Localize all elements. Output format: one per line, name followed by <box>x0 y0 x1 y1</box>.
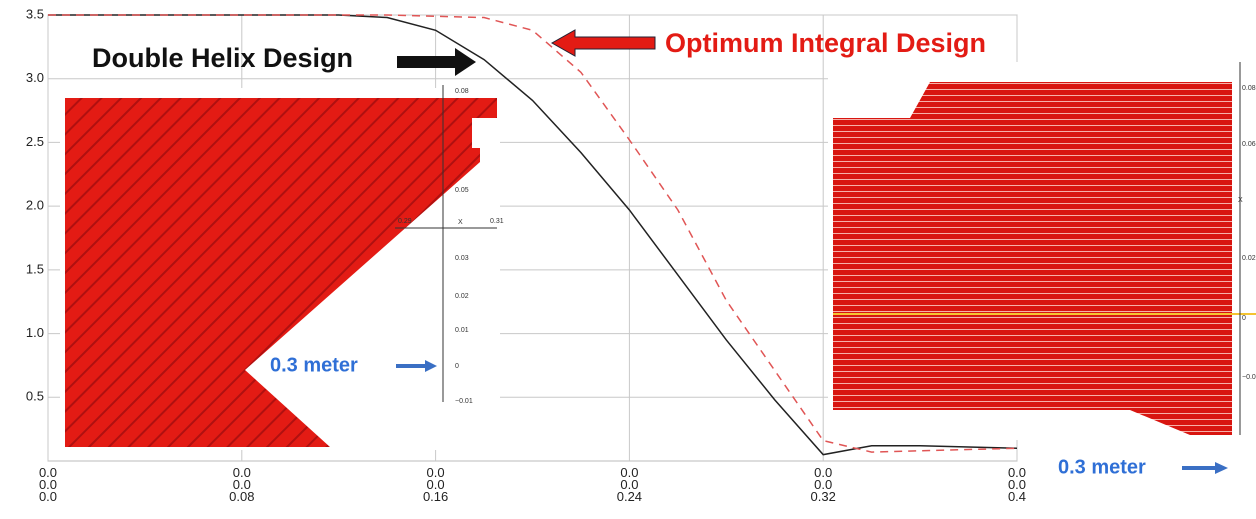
y-tick-label: 3.0 <box>26 70 44 85</box>
inset-tick-label: 0 <box>455 363 459 370</box>
optimum-integral-image <box>828 62 1256 440</box>
inset-tick-label: 0.31 <box>490 218 504 225</box>
x-tick-label: 0.0 0.0 0.08 <box>229 465 254 504</box>
arrow <box>1182 462 1228 474</box>
inset-tick-label: 0.29 <box>398 218 412 225</box>
inset-tick-label: 0.08 <box>1242 85 1256 92</box>
y-tick-label: 2.0 <box>26 198 44 213</box>
series-label: Double Helix Design <box>92 43 353 73</box>
series-line <box>48 14 1018 453</box>
y-tick-label: 1.0 <box>26 325 44 340</box>
x-tick-label: 0.0 0.0 0.24 <box>617 465 642 504</box>
arrow <box>550 29 656 57</box>
y-tick-label: 0.5 <box>26 389 44 404</box>
y-tick-label: 1.5 <box>26 261 44 276</box>
double-helix-image <box>60 85 500 450</box>
inset-tick-label: −0.0 <box>1242 374 1256 381</box>
arrow <box>397 48 476 76</box>
inset-tick-label: 0.02 <box>1242 255 1256 262</box>
y-tick-label: 2.5 <box>26 134 44 149</box>
inset-tick-label: 0.02 <box>455 293 469 300</box>
annotation: 0.3 meter <box>1058 456 1146 478</box>
series-line <box>48 14 1018 456</box>
arrow <box>396 360 437 372</box>
y-tick-label: 3.5 <box>26 6 44 21</box>
inset-tick-label: 0.01 <box>455 327 469 334</box>
inset-tick-label: 0.03 <box>455 255 469 262</box>
x-tick-label: 0.0 0.0 0.32 <box>811 465 836 504</box>
annotation: 0.3 meter <box>270 354 358 376</box>
inset-tick-label: X <box>458 219 463 226</box>
inset-tick-label: 0.08 <box>455 88 469 95</box>
series-label: Optimum Integral Design <box>665 28 986 58</box>
inset-tick-label: −0.01 <box>455 398 473 405</box>
inset-tick-label: 0.06 <box>1242 141 1256 148</box>
inset-tick-label: X <box>1238 197 1243 204</box>
inset-tick-label: 0.05 <box>455 187 469 194</box>
inset-tick-label: 0 <box>1242 315 1246 322</box>
x-tick-label: 0.0 0.0 0.4 <box>1008 465 1026 504</box>
x-tick-label: 0.0 0.0 0.0 <box>39 465 57 504</box>
x-tick-label: 0.0 0.0 0.16 <box>423 465 448 504</box>
